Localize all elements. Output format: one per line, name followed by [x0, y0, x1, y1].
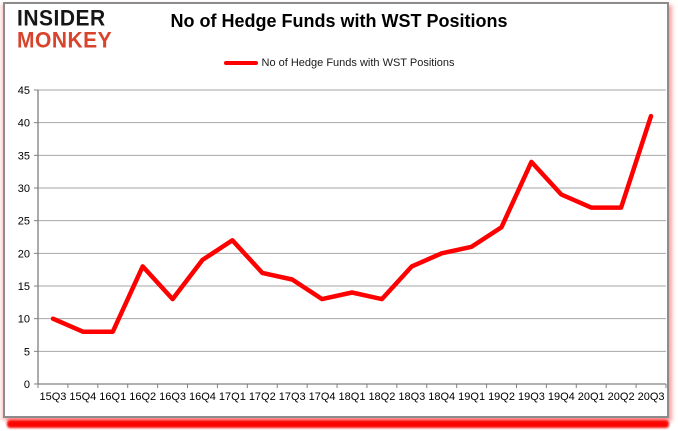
svg-text:18Q2: 18Q2	[368, 391, 395, 403]
chart-title: No of Hedge Funds with WST Positions	[170, 11, 508, 31]
chart-legend: No of Hedge Funds with WST Positions	[0, 57, 678, 69]
svg-text:17Q1: 17Q1	[219, 391, 246, 403]
svg-text:15: 15	[18, 281, 30, 293]
legend-label: No of Hedge Funds with WST Positions	[261, 57, 455, 69]
svg-text:5: 5	[24, 346, 30, 358]
svg-text:16Q4: 16Q4	[189, 391, 216, 403]
svg-text:19Q1: 19Q1	[458, 391, 485, 403]
svg-text:0: 0	[24, 379, 30, 391]
svg-text:19Q2: 19Q2	[488, 391, 515, 403]
svg-text:16Q2: 16Q2	[129, 391, 156, 403]
svg-text:20Q3: 20Q3	[638, 391, 665, 403]
svg-text:10: 10	[18, 314, 30, 326]
svg-text:20Q1: 20Q1	[578, 391, 605, 403]
insider-monkey-logo: INSIDER MONKEY	[17, 6, 113, 53]
svg-text:18Q1: 18Q1	[339, 391, 366, 403]
logo-line-monkey: MONKEY	[17, 28, 113, 53]
svg-text:19Q3: 19Q3	[518, 391, 545, 403]
svg-text:45: 45	[18, 85, 30, 97]
svg-text:19Q4: 19Q4	[548, 391, 575, 403]
svg-text:30: 30	[18, 183, 30, 195]
svg-text:17Q3: 17Q3	[279, 391, 306, 403]
bottom-red-bar	[7, 420, 669, 428]
svg-text:18Q3: 18Q3	[398, 391, 425, 403]
svg-text:17Q4: 17Q4	[309, 391, 336, 403]
svg-text:16Q3: 16Q3	[159, 391, 186, 403]
svg-text:20: 20	[18, 248, 30, 260]
svg-text:17Q2: 17Q2	[249, 391, 276, 403]
svg-text:15Q4: 15Q4	[69, 391, 96, 403]
svg-text:15Q3: 15Q3	[39, 391, 66, 403]
svg-text:16Q1: 16Q1	[99, 391, 126, 403]
legend-line-swatch	[223, 61, 258, 65]
svg-text:25: 25	[18, 216, 30, 228]
svg-text:35: 35	[18, 150, 30, 162]
logo-line-insider: INSIDER	[17, 6, 106, 31]
chart-frame	[3, 2, 669, 418]
svg-text:40: 40	[18, 118, 30, 130]
svg-text:18Q4: 18Q4	[428, 391, 455, 403]
svg-text:20Q2: 20Q2	[608, 391, 635, 403]
